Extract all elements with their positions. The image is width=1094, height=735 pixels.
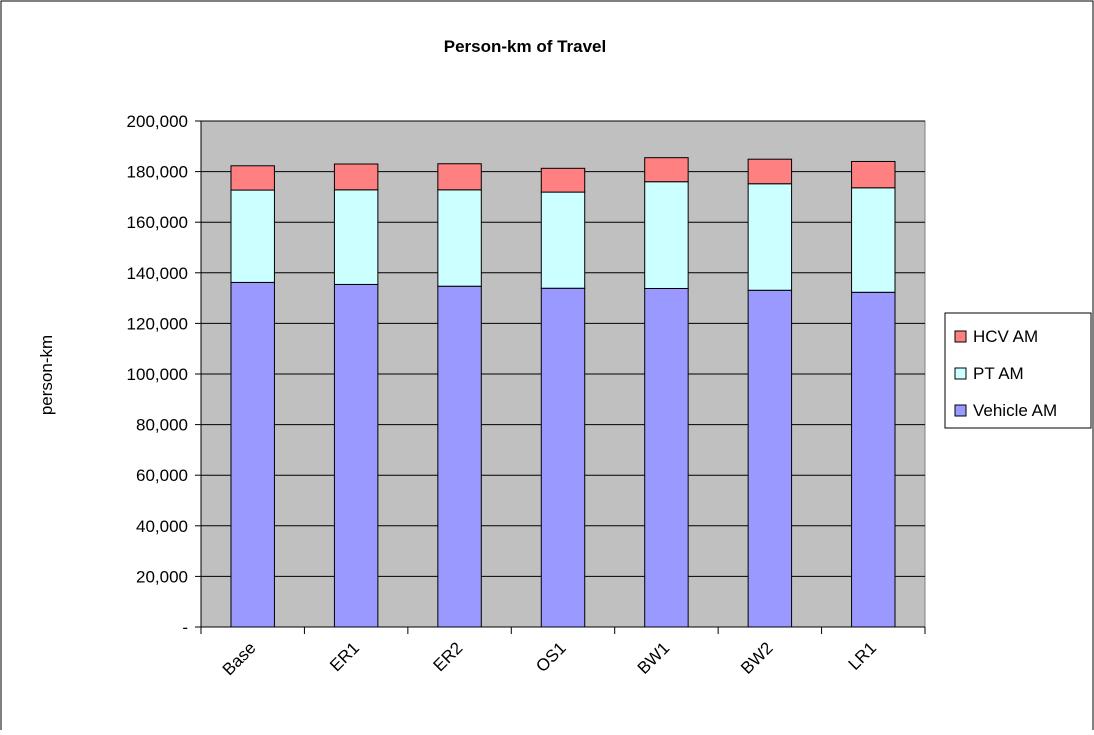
y-tick-label: 180,000	[127, 163, 188, 182]
legend-label: Vehicle AM	[973, 401, 1057, 420]
y-tick-label: 60,000	[136, 466, 188, 485]
bar-segment	[747, 289, 793, 628]
y-tick-label: 140,000	[127, 264, 188, 283]
y-tick-label: -	[182, 618, 188, 637]
legend-label: PT AM	[973, 364, 1024, 383]
y-tick-label: 100,000	[127, 365, 188, 384]
y-axis: - 20,000 40,000 60,000 80,000 100,000 120,000 1…	[127, 112, 202, 637]
y-tick-label: 200,000	[127, 112, 188, 131]
bar-segment	[644, 287, 689, 628]
bar-segment	[230, 165, 275, 191]
legend: HCV AM PT AM Vehicle AM	[944, 312, 1092, 429]
bar-segment	[333, 163, 379, 191]
bar-segment	[333, 283, 379, 628]
legend-swatch	[954, 330, 967, 343]
chart-title: Person-km of Travel	[444, 37, 607, 56]
bar-segment	[437, 285, 482, 628]
bar-segment	[851, 187, 896, 293]
y-tick-label: 80,000	[136, 416, 188, 435]
bar-segment	[851, 291, 896, 628]
bar-segment	[644, 181, 689, 289]
y-tick-label: 120,000	[127, 314, 188, 333]
legend-swatch	[954, 404, 967, 417]
legend-box	[944, 312, 1092, 429]
y-tick-label: 20,000	[136, 567, 188, 586]
bar-segment	[747, 183, 793, 291]
bar-segment	[540, 287, 586, 628]
bar-segment	[747, 158, 793, 185]
bar-segment	[230, 281, 275, 628]
bar-segment	[437, 163, 482, 191]
y-axis-label: person-km	[37, 335, 56, 415]
legend-swatch	[954, 367, 967, 380]
y-tick-label: 160,000	[127, 213, 188, 232]
legend-label: HCV AM	[973, 327, 1038, 346]
bars	[230, 157, 896, 628]
bar-segment	[644, 157, 689, 183]
y-tick-label: 40,000	[136, 517, 188, 536]
bar-segment	[437, 189, 482, 287]
bar-segment	[230, 189, 275, 283]
bar-segment	[851, 160, 896, 189]
bar-segment	[540, 167, 586, 193]
bar-segment	[540, 191, 586, 289]
bar-segment	[333, 189, 379, 285]
